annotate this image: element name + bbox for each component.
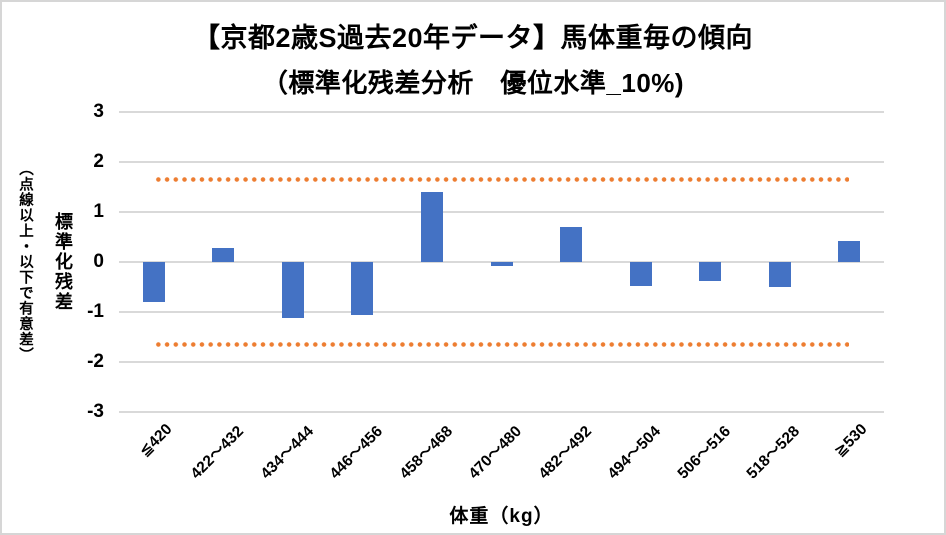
x-tick-label-5: 470～480: [465, 422, 526, 483]
x-tick-label-7: 494～504: [604, 422, 665, 483]
bar-458～468: [420, 192, 443, 262]
bar-446～456: [351, 262, 374, 315]
x-tick-label-6: 482～492: [535, 422, 595, 483]
gridline-y-1: [119, 211, 884, 213]
x-tick-label-2: 434～444: [257, 422, 317, 483]
x-tick-label-8: 506～516: [674, 422, 734, 483]
y-tick-label-2: 2: [93, 151, 104, 172]
x-tick-label-1: 422～432: [187, 422, 248, 483]
x-tick-label-3: 446～456: [326, 422, 387, 483]
x-tick-label-10: ≧530: [831, 420, 871, 461]
gridline-y-3: [119, 111, 884, 113]
x-tick-label-4: 458～468: [396, 422, 456, 483]
bar-518～528: [768, 262, 791, 287]
y-axis-subtitle: （点線以上・以下で有意差）: [17, 161, 33, 363]
y-tick-label-0: 0: [93, 251, 104, 272]
y-tick-label--3: -3: [87, 401, 104, 422]
bar-422～432: [212, 248, 235, 262]
gridline-y--1: [119, 311, 884, 313]
gridline-y--2: [119, 361, 884, 363]
y-tick-label--1: -1: [87, 301, 104, 322]
gridline-y-2: [119, 161, 884, 163]
x-tick-label-9: 518～528: [743, 422, 804, 483]
lower-significance-dotted-line: [153, 341, 850, 347]
gridline-y--3: [119, 411, 884, 413]
chart-title-line2: （標準化残差分析 優位水準_10%): [261, 68, 685, 98]
bar-482～492: [560, 227, 583, 262]
bar-≦420: [142, 262, 165, 302]
upper-significance-dotted-line: [153, 177, 850, 183]
y-tick-label-3: 3: [93, 101, 104, 122]
x-axis-title: 体重（kg）: [449, 506, 554, 527]
bar-434～444: [281, 262, 304, 318]
x-tick-label-0: ≦420: [136, 420, 176, 461]
y-tick-label-1: 1: [93, 201, 104, 222]
bar-494～504: [629, 262, 652, 286]
bar-≧530: [838, 241, 861, 262]
chart-title-line1: 【京都2歳S過去20年データ】馬体重毎の傾向: [192, 23, 754, 53]
plot-area: ≦420 422～432 434～444 446～456 458～468 470～480 4…: [119, 111, 884, 482]
y-axis-title: 標準化残差: [53, 212, 73, 312]
bar-470～480: [490, 262, 513, 266]
bar-506～516: [699, 262, 722, 281]
y-tick-label--2: -2: [87, 351, 104, 372]
